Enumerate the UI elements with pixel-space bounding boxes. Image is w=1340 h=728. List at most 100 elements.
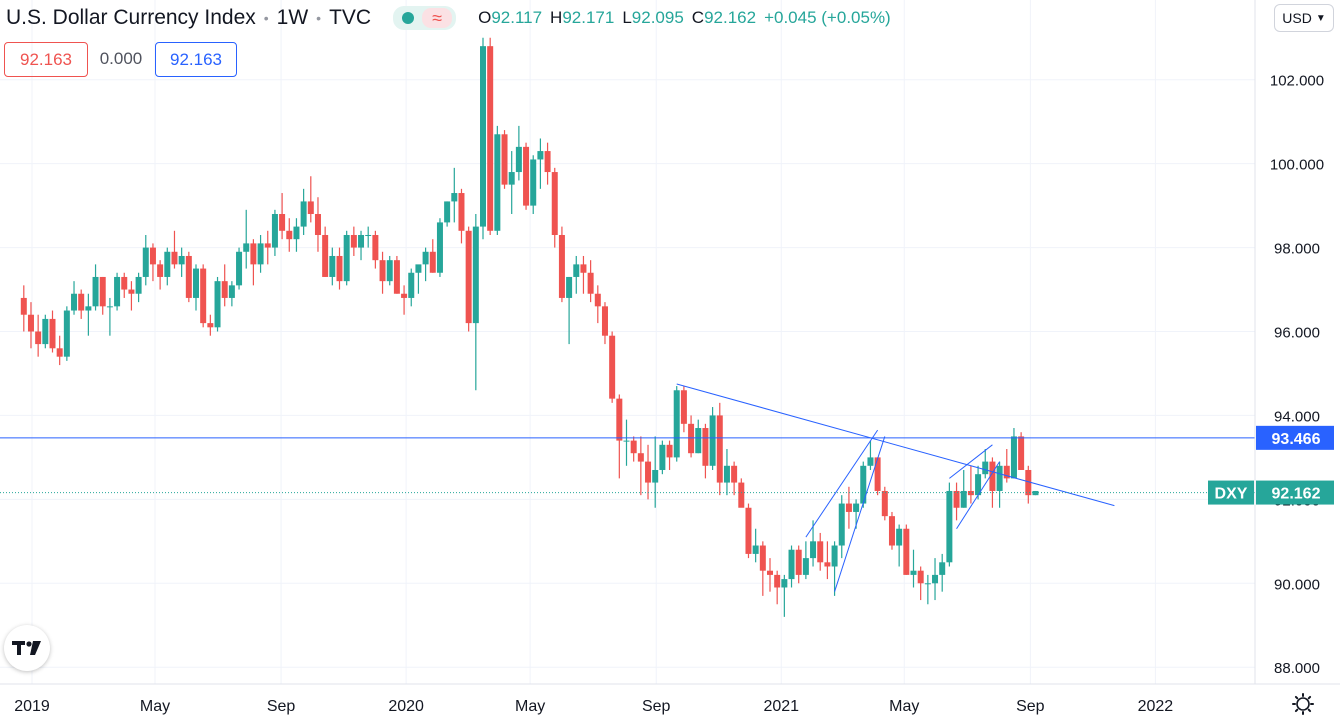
candle[interactable]	[960, 469, 967, 508]
candle[interactable]	[673, 386, 680, 462]
symbol-title[interactable]: U.S. Dollar Currency Index	[6, 6, 256, 29]
candle[interactable]	[530, 155, 537, 215]
candle[interactable]	[429, 239, 436, 273]
candle[interactable]	[221, 264, 228, 307]
candle[interactable]	[709, 407, 716, 470]
candle[interactable]	[185, 251, 192, 303]
candle[interactable]	[480, 37, 486, 240]
sell-price-box[interactable]: 92.163	[4, 42, 88, 77]
candle[interactable]	[92, 264, 99, 311]
price-axis[interactable]: 88.00090.00092.00094.00096.00098.000100.…	[1270, 73, 1324, 677]
candle[interactable]	[601, 302, 608, 345]
tradingview-logo-icon[interactable]	[4, 625, 50, 671]
candle[interactable]	[293, 218, 300, 252]
candle[interactable]	[451, 167, 458, 223]
candle[interactable]	[114, 272, 121, 311]
candle[interactable]	[716, 402, 723, 496]
candle[interactable]	[903, 524, 910, 575]
drawings-layer[interactable]	[676, 383, 1115, 592]
candle[interactable]	[71, 281, 78, 315]
candle[interactable]	[566, 276, 573, 345]
candle[interactable]	[365, 226, 372, 248]
candle[interactable]	[652, 436, 659, 508]
candle[interactable]	[271, 209, 278, 256]
candle[interactable]	[967, 465, 974, 504]
candle[interactable]	[128, 281, 135, 311]
candle[interactable]	[56, 335, 63, 366]
candle[interactable]	[1032, 490, 1039, 496]
candle[interactable]	[623, 419, 630, 466]
candle[interactable]	[860, 461, 867, 508]
candle[interactable]	[386, 255, 393, 286]
trendline[interactable]	[834, 436, 886, 592]
candle[interactable]	[551, 167, 558, 248]
candle[interactable]	[738, 478, 745, 508]
candle[interactable]	[752, 528, 759, 563]
candle[interactable]	[200, 264, 207, 328]
candle[interactable]	[1025, 465, 1032, 504]
candle[interactable]	[157, 260, 164, 290]
candle[interactable]	[810, 520, 817, 567]
candle[interactable]	[343, 230, 350, 286]
candle[interactable]	[314, 197, 321, 252]
settings-gear-icon[interactable]	[1292, 693, 1314, 715]
trendline[interactable]	[676, 383, 1115, 507]
buy-price-box[interactable]: 92.163	[155, 42, 237, 77]
interval-label[interactable]: 1W	[276, 6, 309, 29]
candle[interactable]	[1018, 432, 1025, 470]
candle[interactable]	[630, 436, 637, 462]
candle[interactable]	[824, 541, 831, 580]
candle[interactable]	[207, 314, 214, 336]
candle[interactable]	[279, 193, 286, 240]
candle[interactable]	[666, 440, 673, 470]
candle[interactable]	[881, 486, 888, 521]
candle[interactable]	[774, 570, 781, 605]
candle[interactable]	[910, 549, 917, 588]
candle[interactable]	[845, 486, 852, 529]
candle[interactable]	[767, 558, 773, 592]
candle[interactable]	[688, 415, 695, 458]
candle[interactable]	[458, 188, 465, 244]
candle[interactable]	[358, 230, 365, 261]
candle[interactable]	[27, 302, 34, 349]
candle[interactable]	[795, 545, 802, 584]
candle[interactable]	[838, 495, 845, 559]
candle[interactable]	[515, 125, 522, 181]
candle[interactable]	[508, 151, 515, 215]
candle[interactable]	[996, 461, 1003, 508]
candle[interactable]	[874, 457, 881, 496]
candle[interactable]	[307, 176, 314, 223]
candle[interactable]	[975, 465, 982, 500]
candle[interactable]	[924, 574, 931, 605]
candle[interactable]	[946, 482, 953, 567]
candle[interactable]	[286, 218, 293, 252]
candle[interactable]	[171, 230, 178, 269]
candle[interactable]	[781, 574, 788, 617]
candle[interactable]	[99, 276, 106, 315]
candle[interactable]	[932, 558, 939, 601]
candle[interactable]	[63, 306, 70, 361]
candle[interactable]	[637, 436, 644, 496]
candle[interactable]	[393, 255, 400, 294]
currency-select[interactable]: USD ▼	[1274, 4, 1334, 32]
candle[interactable]	[573, 255, 580, 294]
candle[interactable]	[436, 218, 443, 277]
candle[interactable]	[939, 553, 946, 592]
candle[interactable]	[142, 234, 149, 286]
candle[interactable]	[982, 449, 989, 479]
time-axis[interactable]: 2019 May Sep 2020 May Sep 2021 May Sep 2022	[14, 698, 1173, 715]
candle[interactable]	[42, 314, 49, 349]
candle[interactable]	[257, 234, 264, 273]
candle[interactable]	[867, 440, 874, 470]
candle[interactable]	[322, 226, 329, 277]
candle[interactable]	[121, 272, 128, 298]
candle[interactable]	[250, 239, 257, 286]
candle[interactable]	[178, 247, 185, 277]
candle[interactable]	[149, 243, 156, 282]
candle[interactable]	[501, 130, 508, 189]
candle[interactable]	[888, 511, 895, 550]
candle[interactable]	[558, 226, 565, 303]
candle[interactable]	[415, 264, 422, 294]
